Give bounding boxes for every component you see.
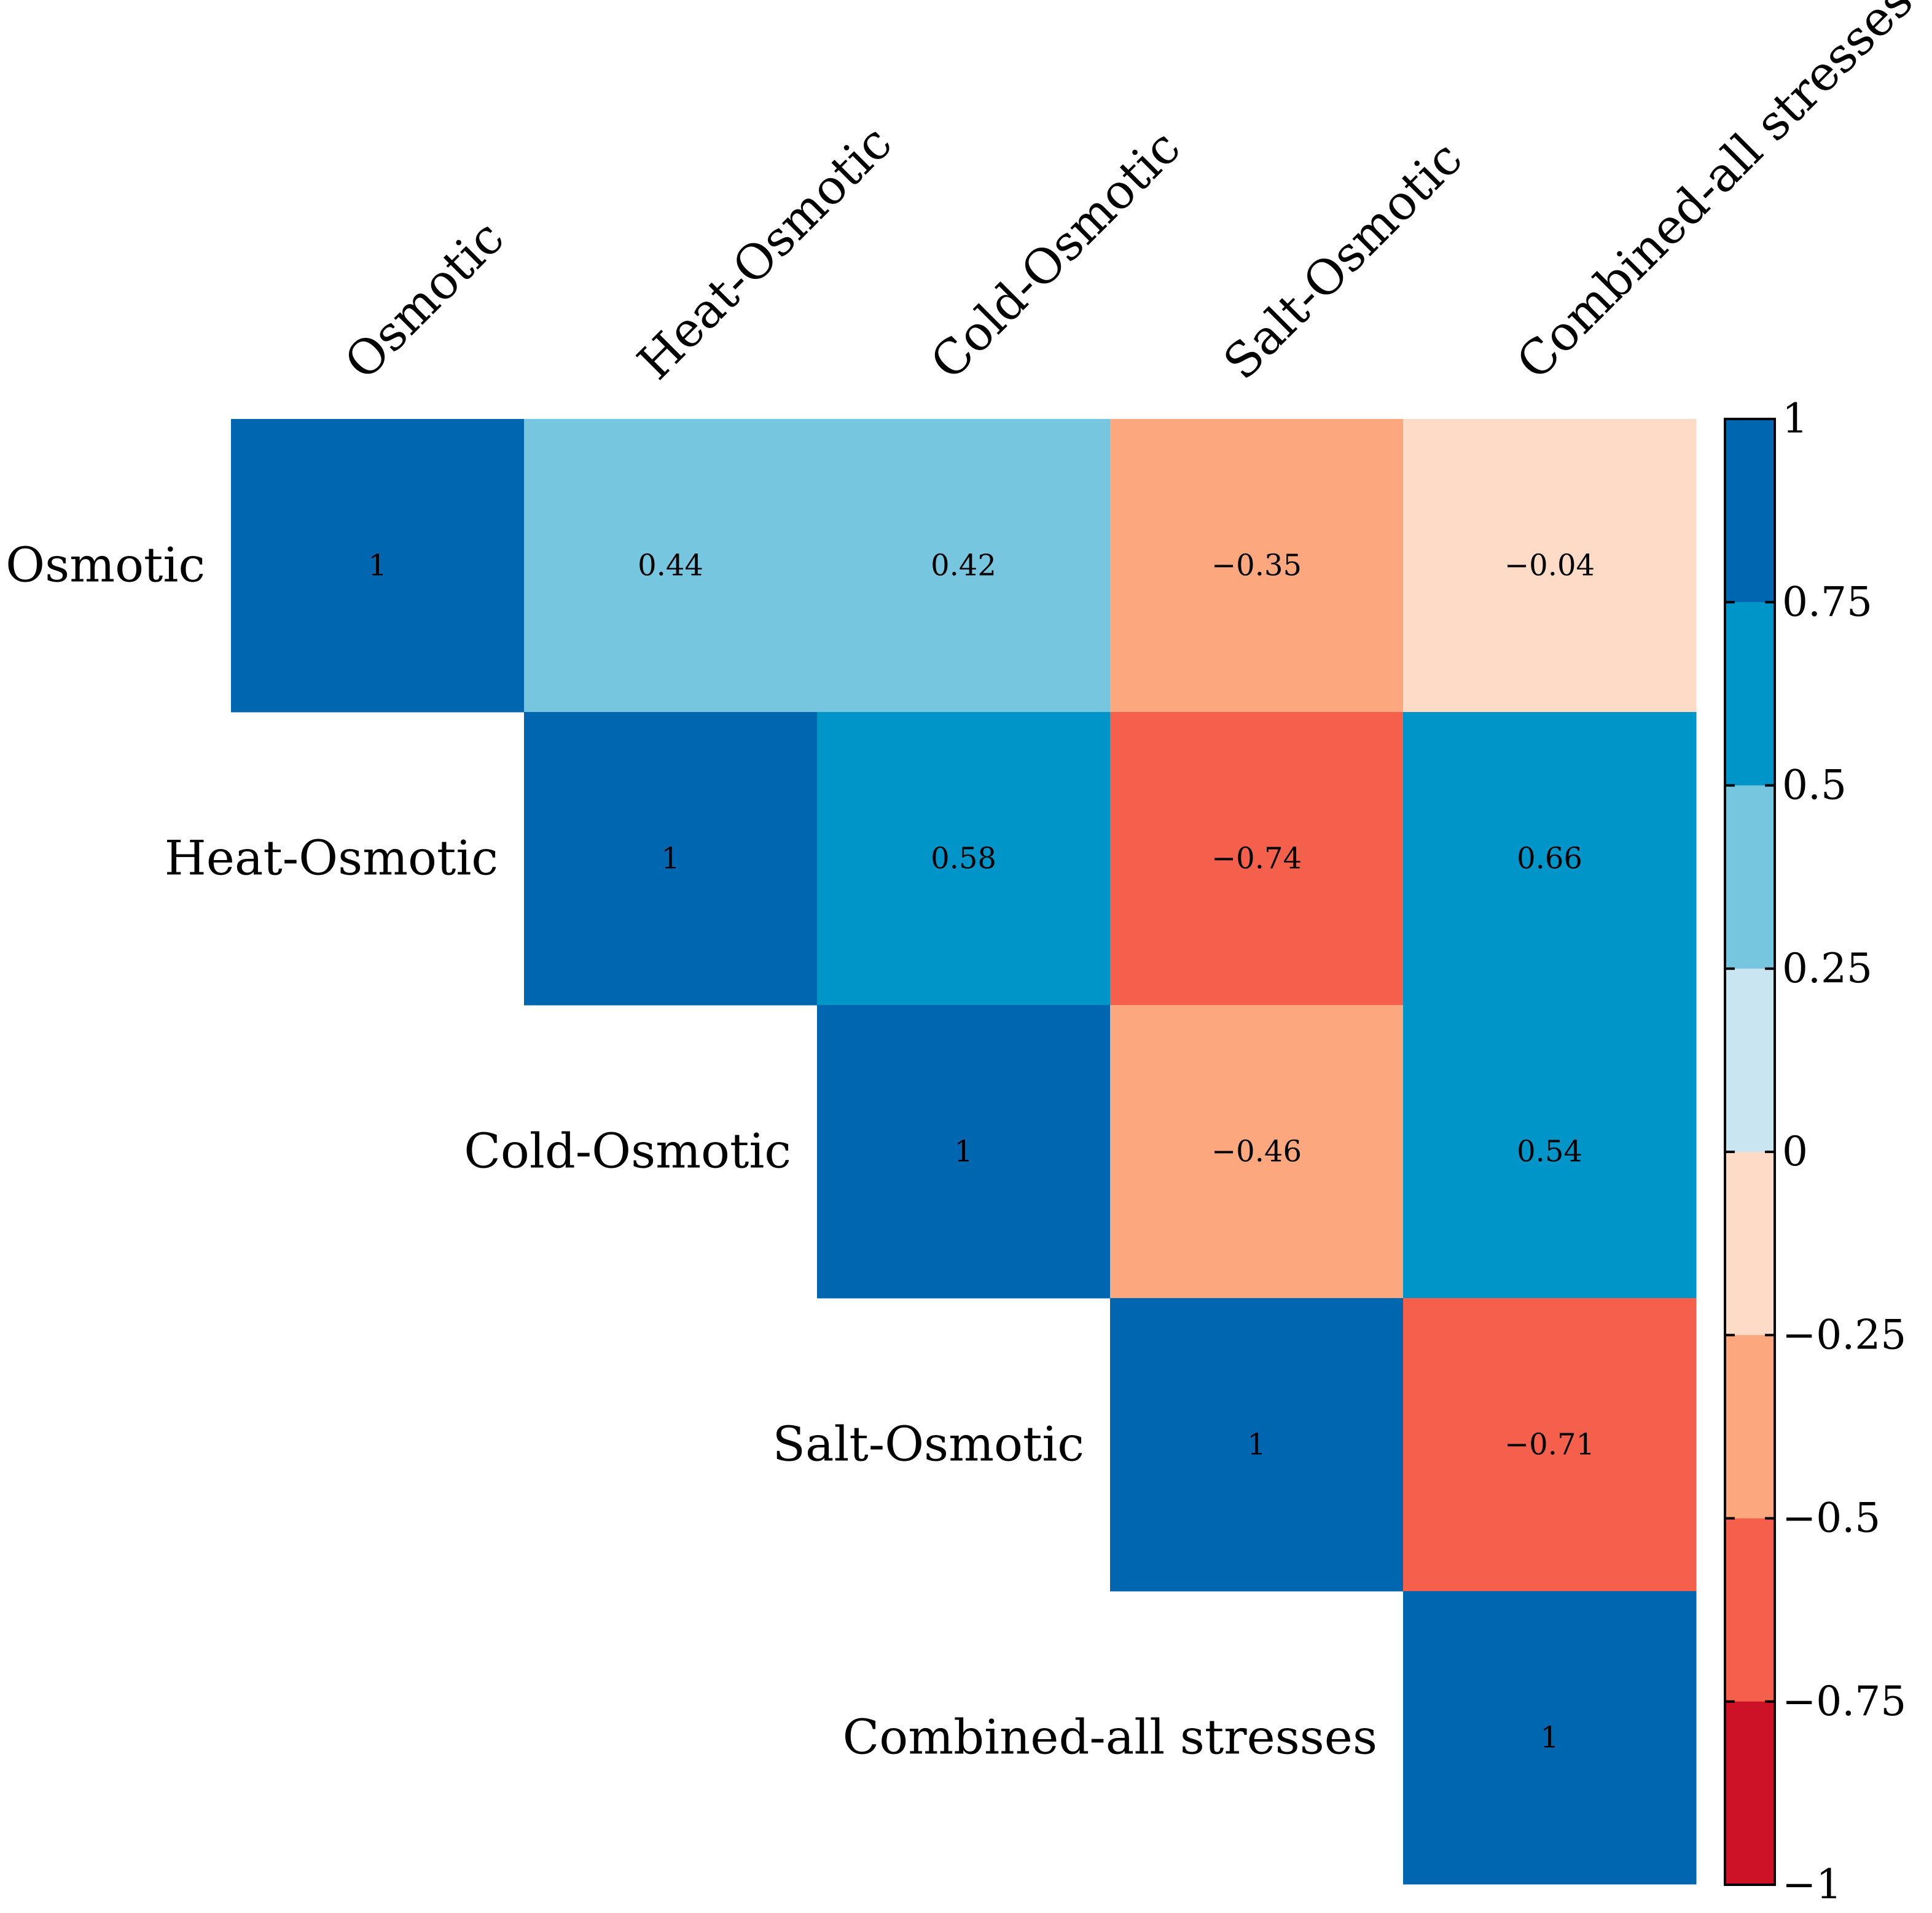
row-labels: Osmotic Heat-Osmotic Cold-Osmotic Salt-Osmo… [6, 538, 1377, 1766]
colorbar-tick-label: −0.5 [1782, 1495, 1880, 1542]
cell-value-label: 1 [368, 549, 387, 583]
heatmap-cell-salt-osmotic-salt-osmotic [1110, 1298, 1404, 1592]
colorbar-tick-label: −0.25 [1782, 1311, 1906, 1358]
row-label-salt-osmotic: Salt-Osmotic [773, 1417, 1084, 1473]
column-label-salt-osmotic: Salt-Osmotic [1213, 131, 1472, 390]
heatmap-cell-heat-osmotic-heat-osmotic [524, 712, 818, 1006]
colorbar-tick-label: 0.75 [1782, 578, 1872, 625]
colorbar-tick-label: −0.75 [1782, 1678, 1906, 1725]
cell-value-label: −0.35 [1211, 549, 1302, 583]
cell-value-label: 1 [1247, 1428, 1266, 1462]
cell-value-label: 0.44 [638, 549, 703, 583]
row-label-osmotic: Osmotic [6, 538, 205, 593]
heatmap-cell-heat-osmotic-salt-osmotic [1110, 712, 1404, 1006]
cell-value-label: −0.74 [1211, 842, 1302, 876]
heatmap-cell-combined-all-stresses-combined-all-stresses [1403, 1591, 1697, 1885]
heatmap-cell-labels: 1 0.44 0.42 −0.35 −0.04 1 0.58 −0.74 0.66 1 −0.46 0… [368, 549, 1595, 1755]
heatmap-cells [231, 419, 1697, 1885]
column-label-cold-osmotic: Cold-Osmotic [920, 120, 1191, 390]
heatmap-cell-cold-osmotic-salt-osmotic [1110, 1005, 1404, 1299]
heatmap-cell-osmotic-combined-all-stresses [1403, 419, 1697, 713]
column-label-heat-osmotic: Heat-Osmotic [627, 115, 902, 391]
heatmap-cell-salt-osmotic-combined-all-stresses [1403, 1298, 1697, 1592]
colorbar-tick-label: −1 [1782, 1861, 1842, 1908]
heatmap-cell-osmotic-osmotic [231, 419, 525, 713]
cell-value-label: 1 [1540, 1721, 1559, 1755]
colorbar-bin [1725, 1335, 1775, 1519]
row-label-heat-osmotic: Heat-Osmotic [165, 831, 498, 886]
colorbar-bin [1725, 1518, 1775, 1702]
cell-value-label: −0.04 [1504, 549, 1595, 583]
cell-value-label: −0.71 [1504, 1428, 1595, 1462]
heatmap-cell-heat-osmotic-combined-all-stresses [1403, 712, 1697, 1006]
row-label-cold-osmotic: Cold-Osmotic [464, 1124, 791, 1179]
heatmap-cell-osmotic-heat-osmotic [524, 419, 818, 713]
colorbar-bin [1725, 1701, 1775, 1885]
colorbar-tick-label: 1 [1782, 395, 1808, 442]
colorbar-tick-label: 0.25 [1782, 945, 1872, 992]
colorbar-bin [1725, 602, 1775, 786]
column-label-combined-all-stresses: Combined-all stresses [1506, 0, 1923, 390]
column-labels: Osmotic Heat-Osmotic Cold-Osmotic Salt-Osmo… [334, 0, 1923, 390]
colorbar: 1 0.75 0.5 0.25 0 −0.25 −0.5 −0.75 −1 [1724, 395, 1906, 1908]
row-label-combined-all-stresses: Combined-all stresses [843, 1710, 1377, 1766]
heatmap-cell-osmotic-cold-osmotic [817, 419, 1111, 713]
column-label-osmotic: Osmotic [334, 210, 514, 390]
colorbar-bin [1725, 419, 1775, 603]
colorbar-bin [1725, 968, 1775, 1152]
cell-value-label: 1 [661, 842, 680, 876]
cell-value-label: 0.66 [1517, 842, 1582, 876]
colorbar-bin [1725, 785, 1775, 969]
cell-value-label: 0.54 [1517, 1135, 1582, 1169]
colorbar-tick-label: 0 [1782, 1128, 1808, 1175]
cell-value-label: 1 [954, 1135, 973, 1169]
heatmap-cell-cold-osmotic-cold-osmotic [817, 1005, 1111, 1299]
cell-value-label: 0.42 [931, 549, 996, 583]
heatmap-cell-cold-osmotic-combined-all-stresses [1403, 1005, 1697, 1299]
heatmap-cell-osmotic-salt-osmotic [1110, 419, 1404, 713]
cell-value-label: 0.58 [931, 842, 996, 876]
colorbar-tick-label: 0.5 [1782, 762, 1847, 809]
cell-value-label: −0.46 [1211, 1135, 1302, 1169]
heatmap-cell-heat-osmotic-cold-osmotic [817, 712, 1111, 1006]
colorbar-bin [1725, 1152, 1775, 1336]
